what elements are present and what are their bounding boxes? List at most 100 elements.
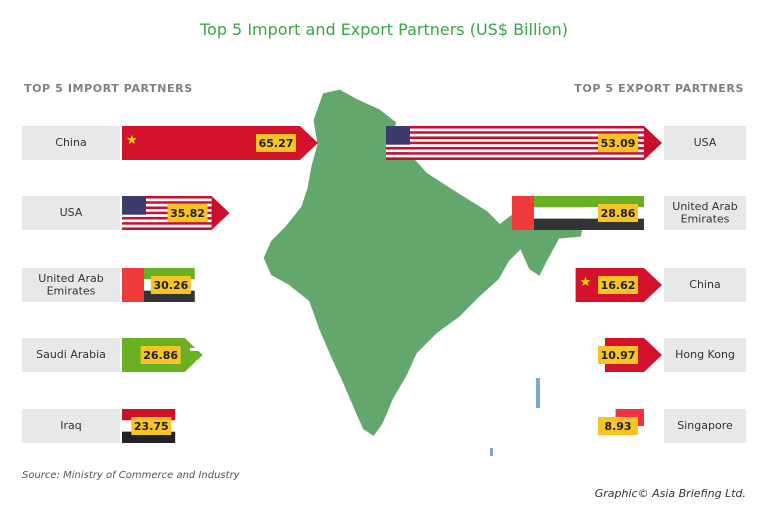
uae-hoist-icon bbox=[122, 268, 144, 302]
island-marker bbox=[490, 448, 493, 456]
iraq-flag-icon bbox=[122, 409, 176, 421]
usa-flag-icon bbox=[386, 136, 644, 140]
usa-flag-icon bbox=[386, 152, 644, 155]
chart-title: Top 5 Import and Export Partners (US$ Bi… bbox=[199, 20, 569, 39]
export-value-label: 53.09 bbox=[601, 137, 636, 150]
export-country-label-line: China bbox=[689, 278, 720, 291]
uae-flag-icon bbox=[122, 268, 195, 280]
export-value-box bbox=[598, 134, 638, 152]
usa-flag-icon bbox=[386, 128, 644, 132]
import-country-label-line: Iraq bbox=[60, 419, 82, 432]
export-value-label: 10.97 bbox=[601, 349, 636, 362]
import-country-label-line: China bbox=[55, 136, 86, 149]
import-label-box bbox=[22, 338, 120, 372]
import-country-label-line: Saudi Arabia bbox=[36, 348, 106, 361]
iraq-flag-icon bbox=[175, 409, 194, 443]
export-value-box bbox=[598, 276, 638, 294]
uae-flag-icon bbox=[194, 268, 213, 302]
import-country-label: Saudi Arabia bbox=[36, 348, 106, 361]
import-value-box bbox=[131, 417, 172, 435]
export-value-box bbox=[598, 204, 638, 222]
import-value-box bbox=[167, 204, 208, 222]
import-label-box bbox=[22, 268, 120, 302]
usa-flag-icon bbox=[386, 144, 644, 147]
import-country-label-line: Emirates bbox=[47, 285, 96, 298]
export-country-label-line: USA bbox=[694, 136, 717, 149]
usa-flag-icon bbox=[386, 154, 644, 158]
import-value-box bbox=[140, 346, 181, 364]
export-value-label: 8.93 bbox=[604, 420, 631, 433]
usa-flag-icon bbox=[122, 224, 212, 228]
import-value-label: 23.75 bbox=[134, 420, 169, 433]
usa-flag-icon bbox=[122, 206, 212, 210]
graphic-credit: Graphic© Asia Briefing Ltd. bbox=[594, 487, 746, 500]
usa-flag-icon bbox=[386, 157, 644, 160]
usa-flag-icon bbox=[386, 146, 644, 150]
india-map-icon bbox=[260, 86, 590, 456]
usa-flag-icon bbox=[122, 209, 212, 212]
usa-flag-icon bbox=[644, 126, 662, 160]
usa-flag-icon bbox=[122, 219, 212, 223]
export-country-label: Hong Kong bbox=[675, 348, 735, 361]
import-value-label: 35.82 bbox=[170, 207, 205, 220]
uae-flag-icon bbox=[122, 290, 195, 302]
usa-flag-icon bbox=[122, 203, 212, 207]
saudi-script-icon bbox=[190, 348, 224, 351]
import-heading: TOP 5 IMPORT PARTNERS bbox=[24, 82, 193, 95]
usa-flag-icon bbox=[386, 149, 644, 153]
export-label-box bbox=[664, 409, 746, 443]
import-country-label-line: USA bbox=[60, 206, 83, 219]
export-country-label-line: Singapore bbox=[677, 419, 733, 432]
india-map-shape bbox=[260, 86, 590, 441]
import-country-label: United Arab Emirates bbox=[38, 272, 103, 298]
usa-flag-icon bbox=[122, 227, 212, 230]
import-country-label: China bbox=[55, 136, 86, 149]
usa-flag-icon bbox=[122, 216, 212, 220]
import-label-box bbox=[22, 126, 120, 160]
export-label-box bbox=[664, 126, 746, 160]
uae-hoist-icon bbox=[511, 196, 534, 230]
import-value-label: 30.26 bbox=[153, 279, 188, 292]
usa-flag-icon bbox=[122, 211, 212, 215]
usa-flag-icon bbox=[122, 222, 212, 225]
import-country-label: Iraq bbox=[60, 419, 82, 432]
export-country-label: USA bbox=[694, 136, 717, 149]
usa-flag-icon bbox=[386, 133, 644, 137]
import-value-box bbox=[256, 134, 296, 152]
saudi-sword-icon bbox=[196, 360, 220, 362]
import-value-box bbox=[150, 276, 191, 294]
uae-flag-icon bbox=[511, 196, 644, 208]
singapore-flag-icon bbox=[644, 409, 662, 443]
export-country-label-line: United Arab bbox=[672, 200, 737, 213]
import-country-label: USA bbox=[60, 206, 83, 219]
export-label-box bbox=[664, 268, 746, 302]
import-value-label: 65.27 bbox=[259, 137, 294, 150]
usa-canton-icon bbox=[122, 196, 146, 215]
iraq-flag-icon bbox=[122, 431, 176, 443]
export-label-box bbox=[664, 196, 746, 230]
import-value-label: 26.86 bbox=[143, 349, 178, 362]
usa-canton-icon bbox=[386, 126, 410, 145]
uae-flag-icon bbox=[644, 196, 662, 230]
export-country-label-line: Emirates bbox=[681, 213, 730, 226]
usa-flag-icon bbox=[211, 196, 230, 230]
source-note: Source: Ministry of Commerce and Industr… bbox=[22, 470, 240, 481]
import-label-box bbox=[22, 196, 120, 230]
import-label-box bbox=[22, 409, 120, 443]
usa-flag-icon bbox=[122, 198, 212, 202]
export-country-label-line: Hong Kong bbox=[675, 348, 735, 361]
usa-flag-icon bbox=[122, 201, 212, 204]
usa-flag-icon bbox=[386, 141, 644, 145]
usa-flag-icon bbox=[386, 126, 644, 129]
export-country-label: China bbox=[689, 278, 720, 291]
island-marker bbox=[536, 378, 540, 408]
export-value-label: 28.86 bbox=[601, 207, 636, 220]
export-country-label: Singapore bbox=[677, 419, 733, 432]
import-country-label-line: United Arab bbox=[38, 272, 103, 285]
usa-flag-icon bbox=[122, 214, 212, 217]
export-value-box bbox=[598, 346, 638, 364]
usa-flag-icon bbox=[386, 131, 644, 134]
uae-flag-icon bbox=[511, 207, 644, 219]
